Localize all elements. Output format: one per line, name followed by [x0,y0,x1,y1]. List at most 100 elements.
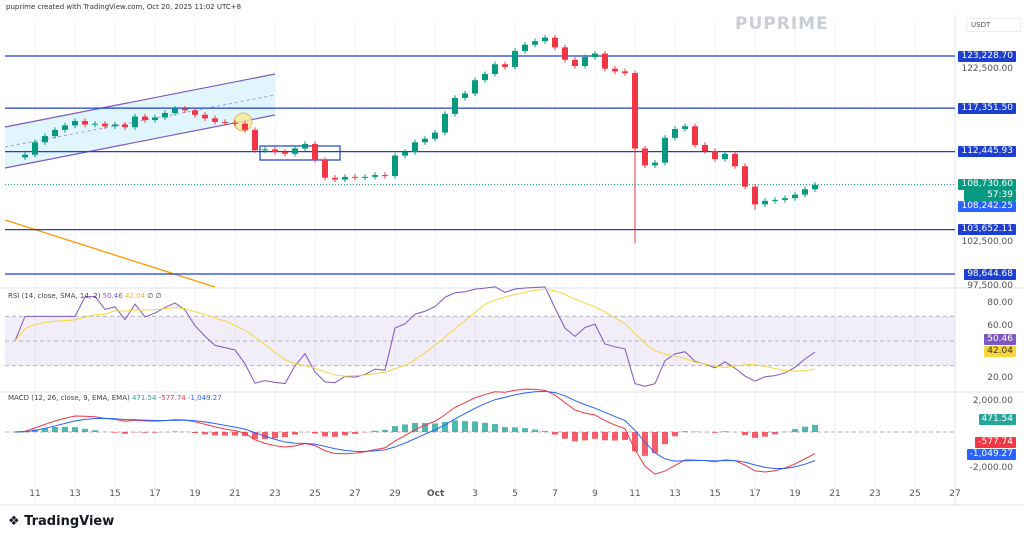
candle [232,122,238,124]
x-tick-label: 7 [552,489,558,499]
candle [112,124,118,127]
macd-histogram-bar [452,420,458,432]
candle [272,149,278,153]
candle [752,186,758,205]
macd-histogram-bar [332,432,338,437]
macd-histogram-bar [272,432,278,439]
macd-histogram-bar [632,432,638,452]
macd-histogram-bar [252,432,258,440]
macd-histogram-bar [512,427,518,432]
candle [32,142,38,155]
candle [762,200,768,205]
macd-tick: 2,000.00 [972,396,1013,406]
candle [372,175,378,177]
macd-histogram-bar [382,429,388,432]
macd-signal-label: -1,049.27 [966,449,1016,460]
candle [132,116,138,128]
candle [482,73,488,81]
level-label: 123,228.70 [958,50,1016,62]
macd-histogram-bar [42,427,48,432]
candle [472,80,478,94]
macd-histogram-bar [312,432,318,434]
channel-upper [4,73,276,128]
y-tick-label: 97,500.00 [967,281,1013,291]
candle [352,176,358,178]
tradingview-logo: ❖ TradingView [8,514,115,529]
candle [292,148,298,154]
x-tick-label: 25 [909,489,921,499]
macd-histogram-bar [462,421,468,432]
candle [582,57,588,67]
macd-histogram-bar [592,432,598,439]
macd-value-label: -577.74 [975,437,1016,448]
candle [22,154,28,158]
candle [802,189,808,195]
macd-histogram-bar [192,432,198,434]
candle [382,175,388,177]
candle [62,125,68,130]
candle [522,44,528,51]
x-tick-label: 27 [949,489,961,499]
candle [322,160,328,178]
candle [662,137,668,163]
x-tick-label: 23 [869,489,881,499]
candle [192,110,198,115]
macd-histogram-bar [662,432,668,445]
candle [512,50,518,67]
trend-line [4,219,216,288]
candle [812,184,818,190]
macd-histogram-bar [802,426,808,432]
macd-histogram-bar [62,426,68,432]
macd-histogram-bar [372,430,378,432]
candle [552,37,558,48]
x-tick-label: 13 [69,489,81,499]
candle [542,37,548,42]
x-tick-label: Oct [427,489,445,499]
candle [422,138,428,143]
channel-fill [5,74,275,168]
candle [672,128,678,138]
macd-tick: -2,000.00 [969,463,1013,473]
candle [782,198,788,200]
macd-histogram-bar [532,429,538,432]
candle [642,148,648,166]
macd-histogram-bar [222,432,228,436]
candle [72,120,78,126]
candle [502,64,508,67]
candle [452,97,458,114]
macd-histogram-bar [392,426,398,432]
candle [362,176,368,178]
level-label: 112,445.93 [958,146,1016,158]
macd-histogram-bar [482,422,488,432]
candle [182,108,188,111]
rsi-tick: 20.00 [987,373,1013,383]
x-tick-label: 19 [189,489,201,499]
candle [612,68,618,72]
macd-histogram-bar [812,424,818,432]
macd-histogram-bar [622,432,628,441]
macd-histogram-bar [242,432,248,437]
candle [92,123,98,125]
channel-lower [4,114,276,169]
candle [712,151,718,160]
macd-histogram-bar [742,432,748,436]
macd-histogram-bar [92,430,98,432]
macd-signal-line [14,390,816,469]
macd-histogram-bar [172,431,178,432]
currency-label[interactable]: USDT [966,18,1021,32]
candle [252,129,258,151]
macd-histogram-bar [712,432,718,433]
macd-histogram-bar [722,431,728,432]
rsi-sma-label: 42.04 [984,346,1016,357]
macd-histogram-bar [562,432,568,439]
macd-histogram-bar [682,431,688,432]
candle [592,53,598,58]
x-tick-label: 23 [269,489,281,499]
macd-histogram-bar [352,432,358,434]
macd-histogram-bar [502,427,508,432]
macd-histogram-bar [112,432,118,433]
macd-histogram-bar [142,432,148,433]
candle [572,59,578,67]
candle [722,153,728,160]
